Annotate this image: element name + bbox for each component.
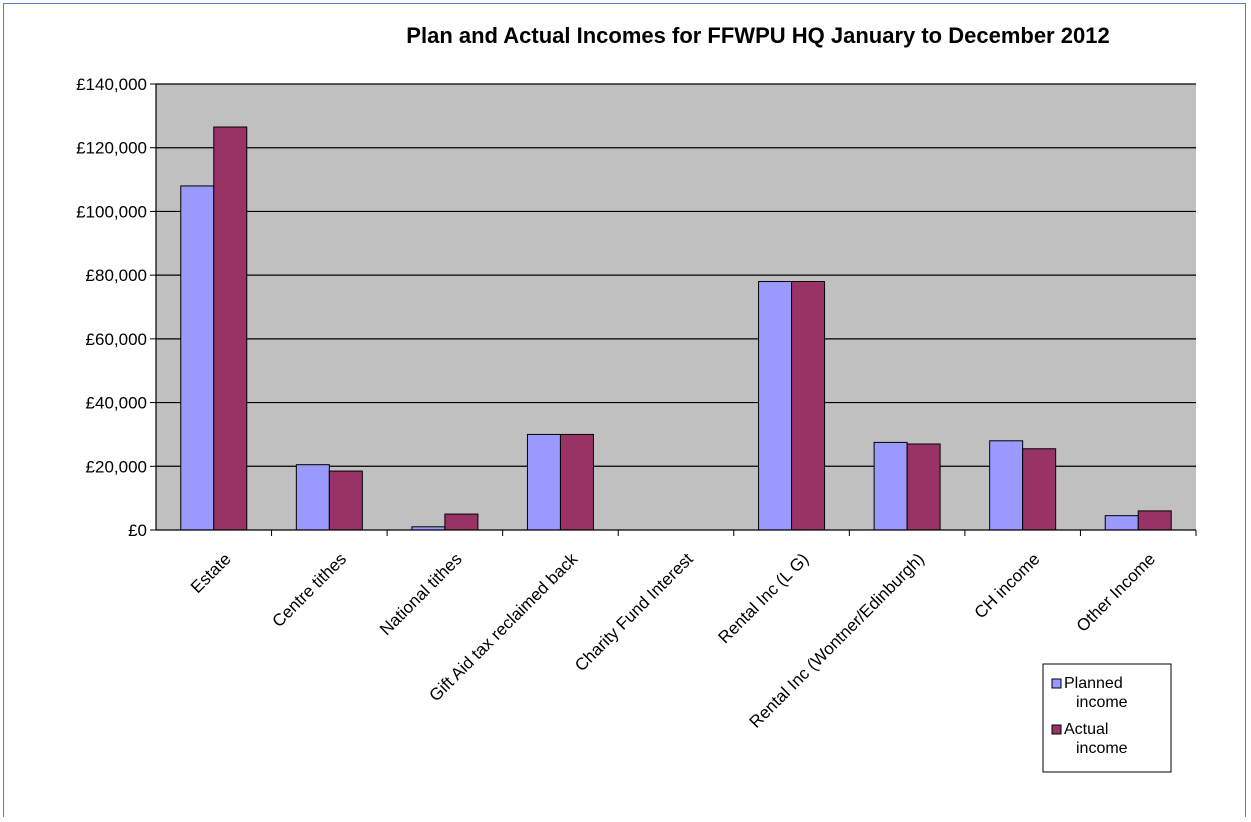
legend-label: Planned xyxy=(1064,675,1123,692)
x-tick-label: CH income xyxy=(971,549,1044,622)
x-tick-label: Centre tithes xyxy=(269,549,351,631)
bar-planned xyxy=(295,464,330,531)
x-tick-label: National tithes xyxy=(376,549,466,639)
bar-planned xyxy=(526,433,561,531)
bars xyxy=(180,126,1172,531)
bar-planned xyxy=(180,185,215,531)
x-tick-label: Charity Fund Interest xyxy=(571,549,697,675)
bar-actual xyxy=(444,513,479,531)
bar-planned xyxy=(758,281,793,531)
bar-actual xyxy=(559,433,594,531)
bar-actual xyxy=(906,443,941,531)
y-tick-label: £20,000 xyxy=(86,457,147,476)
legend-swatch xyxy=(1051,724,1062,735)
bar-actual xyxy=(213,126,248,531)
bar-actual xyxy=(328,470,363,531)
y-tick-label: £60,000 xyxy=(86,330,147,349)
bar-actual xyxy=(791,281,826,531)
bar-planned xyxy=(1104,515,1139,531)
y-tick-label: £120,000 xyxy=(76,139,147,158)
x-tick-label: Other Income xyxy=(1073,549,1159,635)
x-tick-label: Estate xyxy=(187,549,235,597)
legend-label: Actual xyxy=(1064,721,1108,738)
y-tick-label: £100,000 xyxy=(76,202,147,221)
bar-actual xyxy=(1022,448,1057,531)
axes xyxy=(150,83,1197,536)
bar-planned xyxy=(989,440,1024,531)
bar-planned xyxy=(873,441,908,531)
chart-title: Plan and Actual Incomes for FFWPU HQ Jan… xyxy=(406,23,1109,48)
x-tick-label: Rental Inc (L G) xyxy=(715,549,813,647)
legend-box xyxy=(1042,663,1172,773)
legend-label: income xyxy=(1076,694,1128,711)
chart-frame xyxy=(3,3,1246,817)
y-tick-label: £40,000 xyxy=(86,394,147,413)
legend-label: income xyxy=(1076,740,1128,757)
y-tick-label: £140,000 xyxy=(76,75,147,94)
bar-actual xyxy=(1137,510,1172,531)
y-tick-label: £80,000 xyxy=(86,266,147,285)
legend: Planned income Actual income xyxy=(1042,663,1172,773)
y-tick-label: £0 xyxy=(128,521,147,540)
legend-swatch xyxy=(1051,678,1062,689)
